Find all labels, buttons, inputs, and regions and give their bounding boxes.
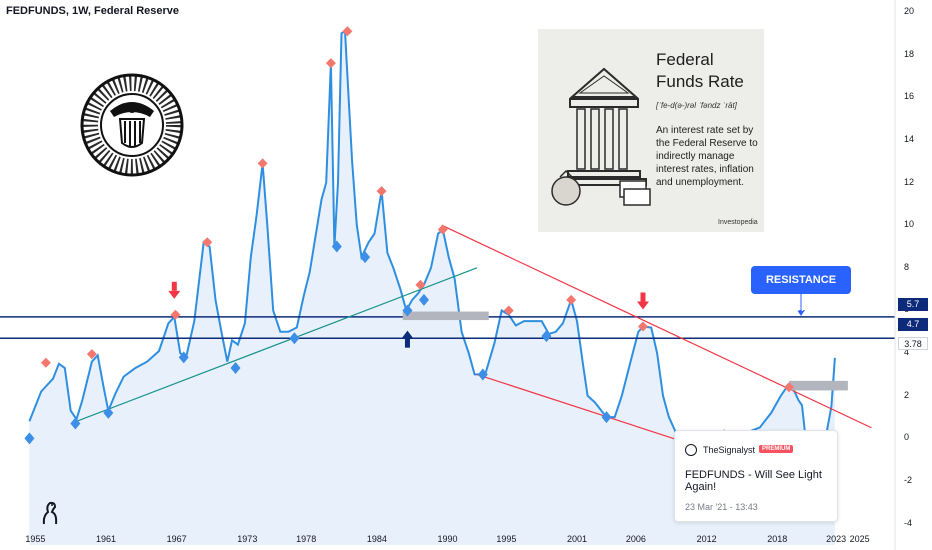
current-price-label: 3.78 <box>898 337 928 350</box>
series-line <box>28 29 836 439</box>
trough-marker <box>103 406 114 419</box>
fed-funds-info-panel: Federal Funds Rate [ˈfe-d(ə-)rəl ˈfəndz … <box>538 29 764 232</box>
peak-marker <box>170 309 181 320</box>
x-tick-label: 1973 <box>237 534 258 544</box>
peak-marker <box>86 349 97 360</box>
peak-marker <box>437 224 448 235</box>
x-tick-label: 2025 <box>849 534 870 544</box>
x-tick-label: 1967 <box>166 534 187 544</box>
x-tick-label: 2012 <box>696 534 717 544</box>
resistance-upper-price: 5.7 <box>898 298 928 311</box>
peak-marker <box>202 237 213 248</box>
x-tick-label: 1984 <box>366 534 387 544</box>
panel-title: Federal Funds Rate <box>656 50 744 91</box>
up-arrow <box>401 330 414 348</box>
resistance-pointer-head <box>797 310 805 316</box>
y-tick-label: 20 <box>904 6 915 16</box>
trough-marker <box>230 362 241 375</box>
peak-marker <box>40 357 51 368</box>
panel-definition: An interest rate set by the Federal Rese… <box>656 125 758 188</box>
peak-marker <box>376 186 387 197</box>
premium-badge: PREMIUM <box>759 445 794 453</box>
peak-marker <box>415 279 426 290</box>
x-tick-label: 1978 <box>296 534 317 544</box>
x-tick-label: 2006 <box>625 534 646 544</box>
resistance-zone-label: RESISTANCE ZONE <box>751 266 851 314</box>
card-date: 23 Mar '21 - 13:43 <box>685 502 758 512</box>
peak-marker <box>637 321 648 332</box>
peak-marker <box>566 294 577 305</box>
trough-marker <box>178 351 189 364</box>
series-area <box>29 31 835 545</box>
x-tick-label: 1990 <box>437 534 458 544</box>
card-title[interactable]: FEDFUNDS - Will See Light Again! <box>685 469 822 493</box>
markers <box>24 26 812 445</box>
x-tick-label: 2023 <box>826 534 847 544</box>
y-tick-label: 4 <box>904 347 910 358</box>
y-tick-label: 14 <box>904 133 915 144</box>
trough-marker <box>289 332 300 345</box>
peak-marker <box>503 305 514 316</box>
y-tick-label: 0 <box>904 432 910 443</box>
y-tick-label: 10 <box>904 219 915 230</box>
trough-marker <box>601 411 612 424</box>
tradingview-logo-icon <box>42 501 58 525</box>
y-tick-label: 2 <box>904 389 910 400</box>
uptrend-line <box>76 267 478 422</box>
trough-marker <box>541 330 552 343</box>
x-tick-label: 2018 <box>767 534 788 544</box>
author-avatar <box>685 444 697 456</box>
federal-reserve-seal-icon <box>80 73 184 177</box>
y-tick-label: 8 <box>904 261 910 272</box>
trough-marker <box>24 432 35 445</box>
down-arrow <box>168 281 181 299</box>
idea-card[interactable]: TheSignalyst PREMIUM FEDFUNDS - Will See… <box>674 430 838 522</box>
panel-pronunciation: [ˈfe-d(ə-)rəl ˈfəndz ˈrāt] <box>656 101 737 110</box>
down-arrow <box>636 292 649 310</box>
x-tick-label: 1961 <box>95 534 117 544</box>
panel-brand: Investopedia <box>718 219 758 226</box>
y-tick-label: 16 <box>904 91 915 102</box>
trough-marker <box>331 240 342 253</box>
x-tick-label: 2001 <box>567 534 588 544</box>
bank-building-icon <box>551 67 651 206</box>
peak-marker <box>257 158 268 169</box>
trough-marker <box>418 293 429 306</box>
consolidation-zone <box>789 380 848 391</box>
y-tick-label: -4 <box>904 517 913 528</box>
x-tick-label: 1955 <box>25 534 46 544</box>
resistance-lower-price: 4.7 <box>898 318 928 331</box>
x-tick-label: 1995 <box>496 534 517 544</box>
trough-marker <box>360 251 371 264</box>
peak-marker <box>784 382 795 393</box>
trough-marker <box>70 417 81 430</box>
y-tick-label: -2 <box>904 475 913 486</box>
peak-marker <box>325 58 336 69</box>
y-tick-label: 12 <box>904 176 915 187</box>
overlays <box>0 224 895 471</box>
chart-title: FEDFUNDS, 1W, Federal Reserve <box>6 5 180 17</box>
card-author[interactable]: TheSignalyst <box>703 445 756 455</box>
downtrend-line <box>441 224 872 429</box>
trough-marker <box>402 304 413 317</box>
y-tick-label: 18 <box>904 48 915 59</box>
trough-marker <box>477 368 488 381</box>
consolidation-zone <box>402 311 489 321</box>
peak-marker <box>342 26 353 37</box>
